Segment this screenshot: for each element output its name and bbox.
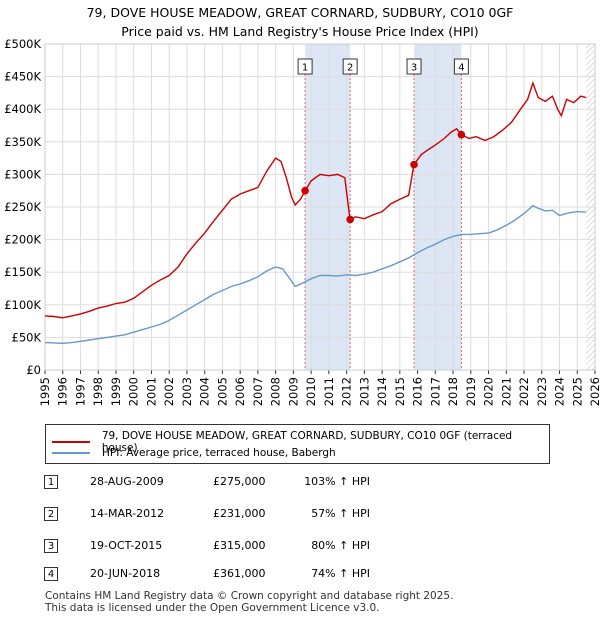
x-tick-label: 2019 bbox=[464, 377, 478, 406]
y-tick-label: £250K bbox=[4, 200, 41, 214]
x-tick-label: 1997 bbox=[73, 377, 87, 406]
sale-hpi: 74% ↑ HPI bbox=[311, 567, 370, 580]
sale-hpi: 57% ↑ HPI bbox=[311, 507, 370, 520]
sale-date: 28-AUG-2009 bbox=[90, 475, 164, 488]
x-tick-label: 2018 bbox=[446, 377, 460, 406]
x-tick-label: 2002 bbox=[162, 377, 176, 406]
x-tick-label: 2025 bbox=[570, 377, 584, 406]
x-tick-label: 1996 bbox=[56, 377, 70, 406]
sale-marker-box bbox=[297, 58, 313, 75]
x-tick-label: 2026 bbox=[588, 377, 600, 406]
legend: 79, DOVE HOUSE MEADOW, GREAT CORNARD, SU… bbox=[45, 424, 550, 464]
plot-area-border bbox=[44, 43, 596, 371]
sale-marker-box bbox=[453, 58, 469, 75]
x-tick-label: 2024 bbox=[553, 377, 567, 406]
x-tick-label: 2023 bbox=[535, 377, 549, 406]
sale-marker-box bbox=[406, 58, 422, 75]
y-tick-label: £50K bbox=[12, 330, 42, 344]
sale-number: 3 bbox=[44, 539, 58, 553]
y-tick-label: £500K bbox=[4, 37, 41, 51]
hpi-line bbox=[44, 204, 587, 345]
sale-marker-label: 3 bbox=[411, 63, 417, 74]
footer-licence: This data is licensed under the Open Gov… bbox=[45, 602, 380, 614]
x-tick-label: 1995 bbox=[38, 377, 52, 406]
x-tick-label: 2007 bbox=[251, 377, 265, 406]
x-tick-label: 2003 bbox=[180, 377, 194, 406]
x-tick-label: 2009 bbox=[286, 377, 300, 406]
sale-hpi: 103% ↑ HPI bbox=[304, 475, 370, 488]
sale-point bbox=[410, 160, 418, 169]
x-tick-label: 2005 bbox=[215, 377, 229, 406]
y-tick-label: £300K bbox=[4, 167, 41, 181]
sale-number: 2 bbox=[44, 507, 58, 521]
sale-point bbox=[457, 130, 466, 139]
legend-swatch-hpi bbox=[52, 452, 90, 454]
x-tick-label: 2001 bbox=[144, 377, 158, 406]
sale-row: 1 28-AUG-2009 £275,000 103% ↑ HPI bbox=[0, 475, 600, 491]
sale-row: 4 20-JUN-2018 £361,000 74% ↑ HPI bbox=[0, 567, 600, 583]
sale-date: 19-OCT-2015 bbox=[90, 539, 163, 552]
sale-price: £275,000 bbox=[213, 475, 266, 488]
y-tick-label: £150K bbox=[4, 265, 41, 279]
x-tick-label: 1998 bbox=[91, 377, 105, 406]
sale-price: £315,000 bbox=[213, 539, 266, 552]
sale-point bbox=[301, 186, 309, 195]
sale-marker-label: 4 bbox=[458, 63, 464, 74]
sale-marker-label: 1 bbox=[302, 63, 308, 74]
y-tick-label: £0 bbox=[26, 363, 41, 377]
x-tick-label: 1999 bbox=[109, 377, 123, 406]
sale-marker-label: 2 bbox=[347, 63, 353, 74]
x-tick-label: 2000 bbox=[127, 377, 141, 406]
y-tick-label: £450K bbox=[4, 70, 41, 84]
x-tick-label: 2021 bbox=[499, 377, 513, 406]
y-tick-label: £350K bbox=[4, 135, 41, 149]
legend-label-property: 79, DOVE HOUSE MEADOW, GREAT CORNARD, SU… bbox=[101, 430, 513, 454]
legend-item-property: 79, DOVE HOUSE MEADOW, GREAT CORNARD, SU… bbox=[52, 430, 549, 454]
sale-date: 14-MAR-2012 bbox=[90, 507, 165, 520]
x-tick-label: 2020 bbox=[482, 377, 496, 406]
y-tick-label: £400K bbox=[4, 102, 41, 116]
property-price-line bbox=[44, 80, 587, 319]
x-tick-label: 2004 bbox=[198, 377, 212, 406]
sale-number: 4 bbox=[44, 567, 58, 581]
x-tick-label: 2011 bbox=[322, 377, 336, 406]
sale-marker-box bbox=[342, 58, 358, 75]
legend-label-hpi: HPI: Average price, terraced house, Babe… bbox=[102, 447, 336, 459]
footer-copyright: Contains HM Land Registry data © Crown c… bbox=[45, 590, 454, 602]
sale-price: £361,000 bbox=[213, 567, 266, 580]
y-tick-label: £200K bbox=[4, 233, 41, 247]
sale-hpi: 80% ↑ HPI bbox=[311, 539, 370, 552]
legend-item-hpi: HPI: Average price, terraced house, Babe… bbox=[52, 447, 336, 459]
chart-subtitle: Price paid vs. HM Land Registry's House … bbox=[121, 24, 479, 39]
sale-row: 3 19-OCT-2015 £315,000 80% ↑ HPI bbox=[0, 539, 600, 555]
x-tick-label: 2013 bbox=[357, 377, 371, 406]
sale-date: 20-JUN-2018 bbox=[90, 567, 161, 580]
x-tick-label: 2006 bbox=[233, 377, 247, 406]
chart-title: 79, DOVE HOUSE MEADOW, GREAT CORNARD, SU… bbox=[86, 5, 514, 20]
x-tick-label: 2012 bbox=[340, 377, 354, 406]
x-tick-label: 2008 bbox=[269, 377, 283, 406]
sale-point bbox=[346, 215, 354, 224]
x-tick-label: 2014 bbox=[375, 377, 389, 406]
sale-row: 2 14-MAR-2012 £231,000 57% ↑ HPI bbox=[0, 507, 600, 523]
y-tick-label: £100K bbox=[4, 298, 41, 312]
x-tick-label: 2017 bbox=[428, 377, 442, 406]
x-tick-label: 2022 bbox=[517, 377, 531, 406]
x-tick-label: 2010 bbox=[304, 377, 318, 406]
sale-number: 1 bbox=[44, 475, 58, 489]
price-chart: £0 £50K £100K £150K £200K £250K £300K £350K £400… bbox=[4, 37, 600, 406]
x-tick-label: 2015 bbox=[393, 377, 407, 406]
x-tick-label: 2016 bbox=[411, 377, 425, 406]
sale-price: £231,000 bbox=[213, 507, 266, 520]
legend-swatch-property bbox=[52, 441, 90, 443]
